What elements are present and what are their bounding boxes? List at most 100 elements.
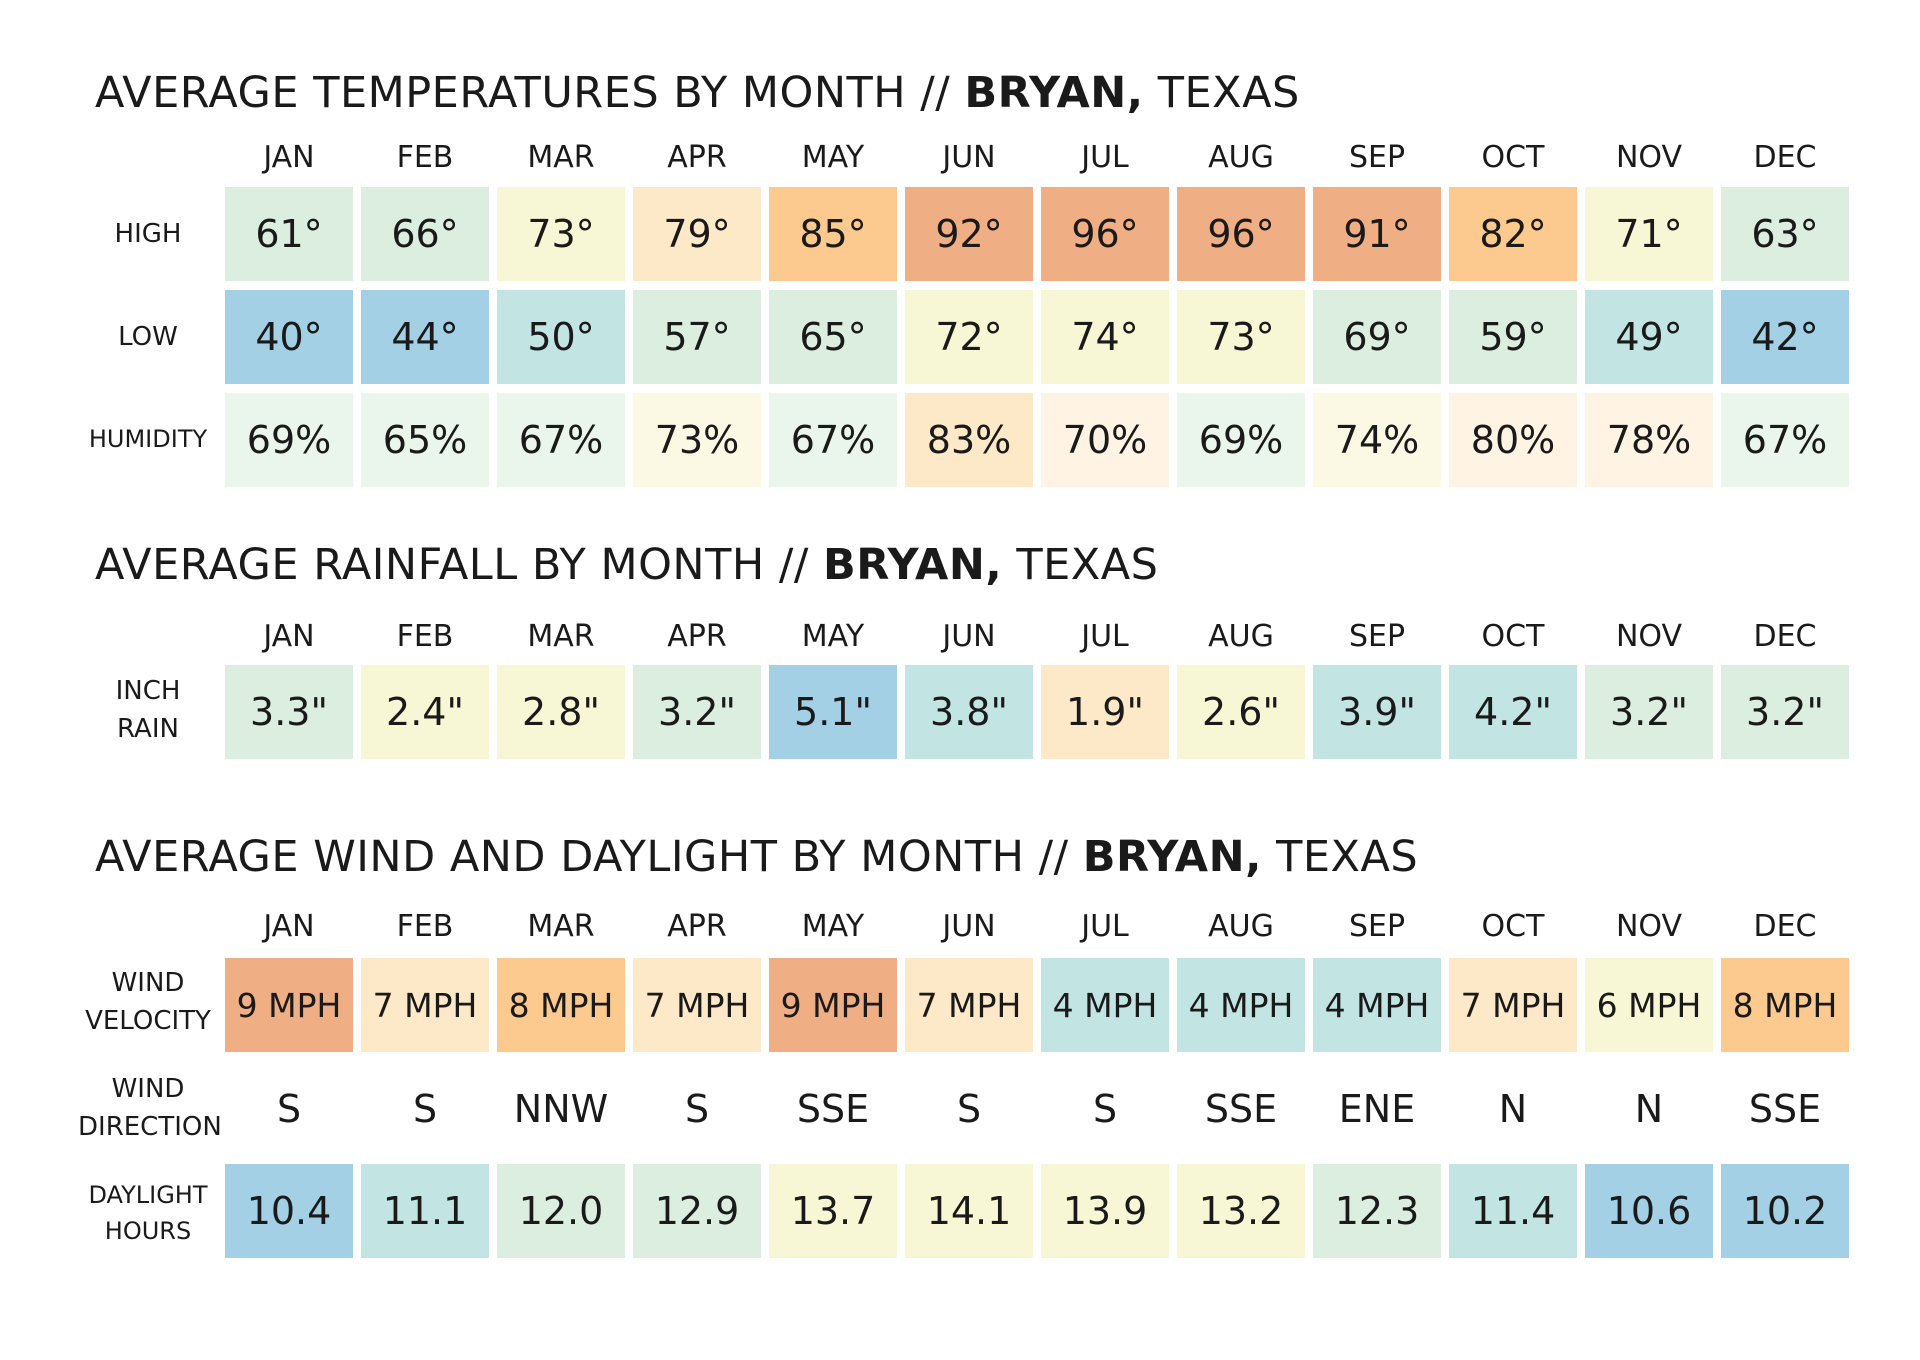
data-cell: 6 MPH: [1585, 958, 1713, 1052]
data-cell: 40°: [225, 290, 353, 384]
data-cell: 72°: [905, 290, 1033, 384]
data-cell: 71°: [1585, 187, 1713, 281]
data-cell: 8 MPH: [1721, 958, 1849, 1052]
data-cell: 49°: [1585, 290, 1713, 384]
month-label-mar: MAR: [527, 619, 595, 654]
data-cell: 10.2: [1721, 1164, 1849, 1258]
data-cell: 83%: [905, 393, 1033, 487]
month-label-jan: JAN: [263, 619, 315, 654]
data-cell: SSE: [1204, 1087, 1278, 1131]
data-cell: 73°: [1177, 290, 1305, 384]
month-label-oct: OCT: [1481, 909, 1545, 944]
section-title-city: BRYAN,: [964, 68, 1144, 118]
month-label-nov: NOV: [1615, 619, 1683, 654]
data-cell: 9 MPH: [769, 958, 897, 1052]
data-cell: 13.7: [769, 1164, 897, 1258]
month-label-nov: NOV: [1615, 909, 1683, 944]
month-label-jan: JAN: [263, 140, 315, 175]
data-cell: 74°: [1041, 290, 1169, 384]
data-cell: 7 MPH: [633, 958, 761, 1052]
data-cell: N: [1498, 1087, 1528, 1131]
data-cell: 80%: [1449, 393, 1577, 487]
month-label-aug: AUG: [1208, 140, 1274, 175]
data-cell: 4.2": [1449, 665, 1577, 759]
data-cell: 66°: [361, 187, 489, 281]
row-label-line2: RAIN: [117, 714, 179, 744]
data-cell: 2.6": [1177, 665, 1305, 759]
month-label-nov: NOV: [1615, 140, 1683, 175]
month-label-sep: SEP: [1348, 619, 1406, 654]
data-cell: NNW: [513, 1087, 609, 1131]
data-cell: 96°: [1177, 187, 1305, 281]
month-label-mar: MAR: [527, 909, 595, 944]
data-cell: 10.4: [225, 1164, 353, 1258]
data-cell: 3.9": [1313, 665, 1441, 759]
data-cell: N: [1634, 1087, 1664, 1131]
data-cell: S: [956, 1087, 982, 1131]
data-cell: 3.2": [1721, 665, 1849, 759]
data-cell: 4 MPH: [1177, 958, 1305, 1052]
section-title-prefix: AVERAGE TEMPERATURES BY MONTH //: [95, 68, 965, 118]
data-cell: 3.8": [905, 665, 1033, 759]
data-cell: 67%: [769, 393, 897, 487]
data-cell: 13.2: [1177, 1164, 1305, 1258]
data-cell: S: [1092, 1087, 1118, 1131]
month-label-may: MAY: [801, 909, 865, 944]
section-title: AVERAGE WIND AND DAYLIGHT BY MONTH // BR…: [95, 832, 1418, 882]
data-cell: 9 MPH: [225, 958, 353, 1052]
month-label-jul: JUL: [1081, 619, 1129, 654]
month-label-dec: DEC: [1753, 140, 1817, 175]
month-label-feb: FEB: [396, 140, 454, 175]
data-cell: S: [276, 1087, 302, 1131]
data-cell: 1.9": [1041, 665, 1169, 759]
row-label: INCH RAIN: [78, 672, 218, 748]
row-label: LOW: [118, 322, 178, 352]
data-cell: 69°: [1313, 290, 1441, 384]
data-cell: 67%: [497, 393, 625, 487]
section-title-city: BRYAN,: [823, 540, 1003, 590]
data-cell: 12.9: [633, 1164, 761, 1258]
month-label-mar: MAR: [527, 140, 595, 175]
section-title: AVERAGE RAINFALL BY MONTH // BRYAN, TEXA…: [95, 540, 1158, 590]
section-title-suffix: TEXAS: [1143, 68, 1300, 118]
month-label-jan: JAN: [263, 909, 315, 944]
data-cell: SSE: [796, 1087, 870, 1131]
data-cell: 74%: [1313, 393, 1441, 487]
row-label: DAYLIGHT HOURS: [78, 1177, 218, 1249]
data-cell: 12.3: [1313, 1164, 1441, 1258]
data-cell: 2.4": [361, 665, 489, 759]
row-label-line2: HOURS: [104, 1217, 192, 1245]
data-cell: 82°: [1449, 187, 1577, 281]
data-cell: 69%: [1177, 393, 1305, 487]
month-label-jul: JUL: [1081, 140, 1129, 175]
data-cell: 70%: [1041, 393, 1169, 487]
month-label-jul: JUL: [1081, 909, 1129, 944]
data-cell: 63°: [1721, 187, 1849, 281]
data-cell: 8 MPH: [497, 958, 625, 1052]
data-cell: 42°: [1721, 290, 1849, 384]
data-cell: SSE: [1748, 1087, 1822, 1131]
data-cell: 85°: [769, 187, 897, 281]
month-label-may: MAY: [801, 140, 865, 175]
month-label-oct: OCT: [1481, 140, 1545, 175]
data-cell: 4 MPH: [1313, 958, 1441, 1052]
data-cell: 61°: [225, 187, 353, 281]
data-cell: 78%: [1585, 393, 1713, 487]
month-label-jun: JUN: [942, 619, 996, 654]
month-label-oct: OCT: [1481, 619, 1545, 654]
month-label-dec: DEC: [1753, 619, 1817, 654]
month-label-aug: AUG: [1208, 909, 1274, 944]
row-label-line1: INCH: [115, 676, 181, 706]
data-cell: 3.2": [1585, 665, 1713, 759]
data-cell: 14.1: [905, 1164, 1033, 1258]
data-cell: 44°: [361, 290, 489, 384]
data-cell: 73°: [497, 187, 625, 281]
data-cell: 65%: [361, 393, 489, 487]
data-cell: 11.4: [1449, 1164, 1577, 1258]
data-cell: 3.2": [633, 665, 761, 759]
data-cell: 69%: [225, 393, 353, 487]
data-cell: 67%: [1721, 393, 1849, 487]
data-cell: 11.1: [361, 1164, 489, 1258]
data-cell: 79°: [633, 187, 761, 281]
